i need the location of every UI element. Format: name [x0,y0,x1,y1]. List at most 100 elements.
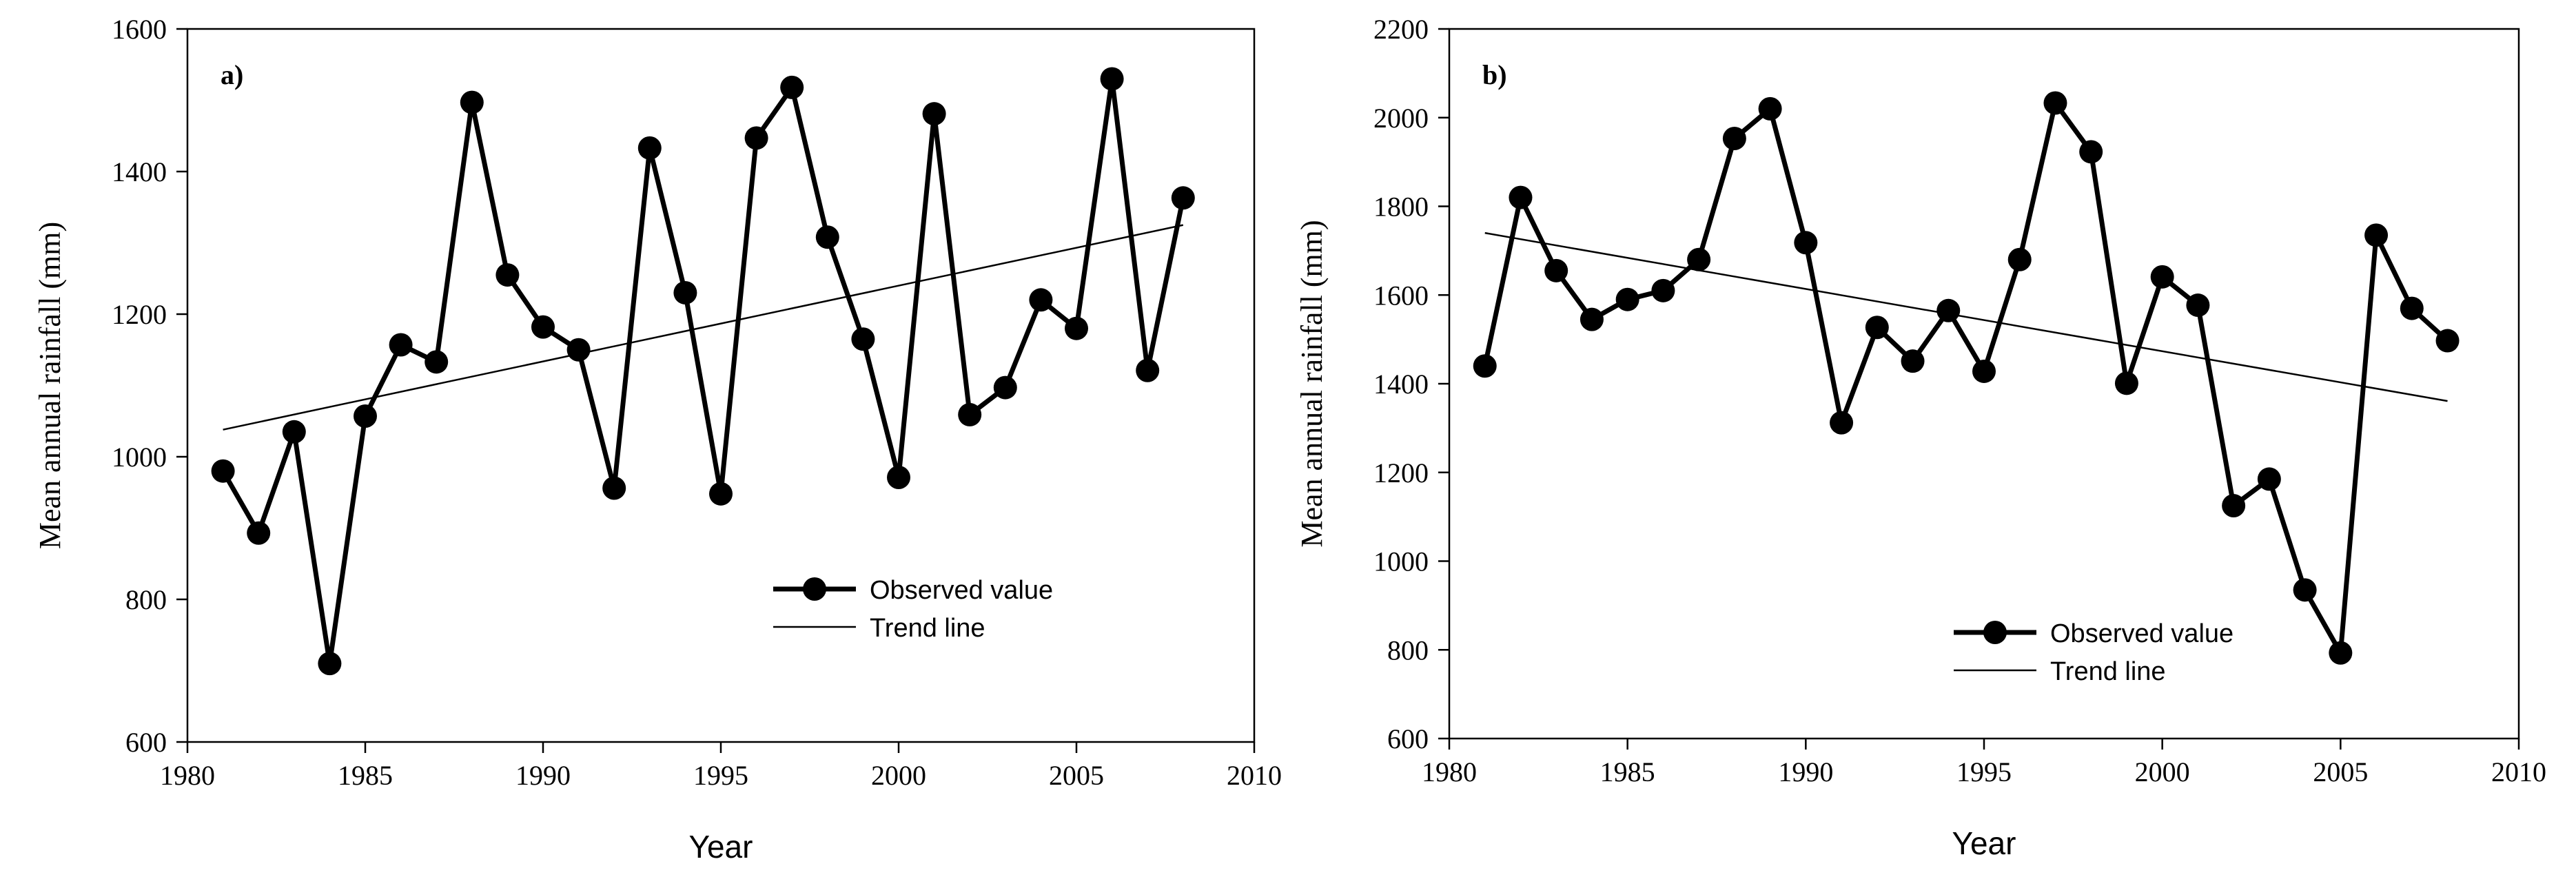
data-point [2400,296,2424,320]
data-point [2435,329,2460,353]
trend-line [223,224,1184,431]
x-tick-label: 2005 [1049,760,1104,791]
data-point [2079,140,2103,164]
y-tick-label: 2000 [1373,103,1429,134]
data-point [211,459,235,483]
data-point [566,338,591,362]
data-point [1901,349,1925,373]
trend-line [1484,231,2448,402]
x-tick-label: 1990 [1778,756,1833,787]
y-tick-label: 1800 [1373,192,1429,223]
data-point [1865,316,1889,340]
data-point [1722,127,1746,151]
data-point [602,476,626,500]
legend-trend-label: Trend line [870,614,985,643]
x-axis-title: Year [1952,825,2016,861]
y-tick-label: 1000 [112,442,167,473]
legend-observed-label: Observed value [870,576,1053,605]
y-tick-label: 600 [125,727,167,758]
data-point [993,375,1017,400]
data-point [1171,186,1195,210]
data-point [1029,288,1053,312]
data-point [744,126,768,150]
data-point [2364,223,2389,247]
y-axis-title: Mean annual rainfall (mm) [33,222,67,549]
data-point [2257,467,2281,491]
data-point [2150,265,2174,289]
data-point [425,350,449,374]
x-tick-label: 1995 [1956,756,2012,787]
x-tick-label: 2005 [2313,756,2368,787]
x-tick-label: 2010 [2491,756,2546,787]
data-point [2186,293,2210,318]
observed-series-line [1482,101,2449,656]
x-tick-label: 1990 [515,760,571,791]
panel-label: b) [1482,59,1507,90]
data-point [1473,354,1497,378]
data-point [389,333,413,357]
y-tick-label: 1400 [112,156,167,187]
observed-series-line [221,76,1186,666]
data-point [958,402,982,426]
data-point [1580,307,1604,331]
chart-panel-2: 1980 1985 1990 1995 2000 2005 2010 600 800 1000 12… [1295,14,2546,861]
x-axis-title: Year [689,829,753,865]
y-tick-label: 1600 [1373,280,1429,311]
y-tick-label: 800 [125,584,167,615]
data-point [1830,411,1854,435]
data-point [673,280,697,305]
panel-label: a) [221,59,243,90]
y-tick-label: 1200 [112,299,167,330]
data-point [780,75,804,99]
x-tick-label: 1985 [1600,756,1655,787]
data-point [1509,185,1533,209]
y-tick-label: 1600 [112,14,167,45]
data-point [1136,358,1160,382]
x-tick-label: 2010 [1227,760,1282,791]
y-tick-label: 600 [1387,723,1429,754]
data-point [1794,231,1818,255]
x-tick-label: 1980 [160,760,215,791]
data-point [851,327,875,351]
data-point [318,652,342,676]
data-point [2329,641,2353,665]
y-tick-label: 800 [1387,634,1429,666]
chart-panel-1: 1980 1985 1990 1995 2000 2005 2010 600 800 1000 12… [33,14,1282,865]
data-point [922,102,946,126]
data-point [2007,247,2032,271]
data-point [1936,298,1961,322]
y-tick-label: 1000 [1373,546,1429,577]
data-point [637,136,662,160]
legend: Observed value Trend line [1954,619,2233,686]
legend-observed-marker [803,577,826,601]
data-point [709,482,733,506]
legend-observed-label: Observed value [2050,619,2233,648]
data-point [1100,67,1124,91]
x-tick-label: 1985 [338,760,393,791]
data-point [1615,287,1639,311]
legend-observed-marker [1983,621,2007,644]
data-point [2114,371,2138,395]
legend-trend-label: Trend line [2050,657,2166,686]
x-tick-label: 1980 [1422,756,1477,787]
x-tick-label: 2000 [2135,756,2190,787]
data-point [460,90,484,114]
data-point [1065,316,1088,340]
data-point [1544,258,1568,282]
y-tick-label: 1200 [1373,457,1429,488]
y-tick-label: 2200 [1373,14,1429,45]
data-point [1758,96,1782,121]
legend: Observed value Trend line [773,576,1053,643]
data-point [1651,278,1675,302]
x-tick-label: 2000 [871,760,926,791]
data-point [815,225,839,249]
data-point [887,466,910,490]
data-point [2222,494,2246,518]
y-tick-label: 1400 [1373,369,1429,400]
y-axis-title: Mean annual rainfall (mm) [1295,220,1329,547]
x-tick-label: 1995 [693,760,748,791]
data-point [2293,578,2317,602]
data-point [495,263,520,287]
data-point [282,420,306,444]
